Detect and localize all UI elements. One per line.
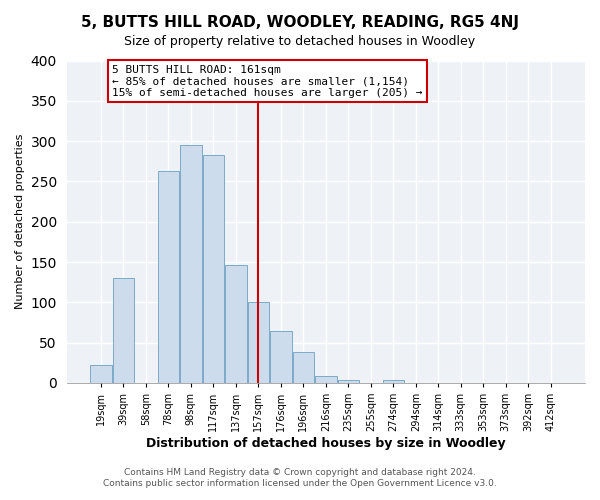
Bar [90,365,112,383]
Text: 5, BUTTS HILL ROAD, WOODLEY, READING, RG5 4NJ: 5, BUTTS HILL ROAD, WOODLEY, READING, RG… [81,15,519,30]
Bar [203,155,224,383]
X-axis label: Distribution of detached houses by size in Woodley: Distribution of detached houses by size … [146,437,506,450]
Text: 5 BUTTS HILL ROAD: 161sqm
← 85% of detached houses are smaller (1,154)
15% of se: 5 BUTTS HILL ROAD: 161sqm ← 85% of detac… [112,64,422,98]
Bar [293,352,314,383]
Y-axis label: Number of detached properties: Number of detached properties [15,134,25,310]
Bar [315,376,337,383]
Bar [270,330,292,383]
Text: Size of property relative to detached houses in Woodley: Size of property relative to detached ho… [124,35,476,48]
Bar [158,171,179,383]
Text: Contains HM Land Registry data © Crown copyright and database right 2024.
Contai: Contains HM Land Registry data © Crown c… [103,468,497,487]
Bar [383,380,404,383]
Bar [180,145,202,383]
Bar [338,380,359,383]
Bar [225,265,247,383]
Bar [113,278,134,383]
Bar [248,302,269,383]
